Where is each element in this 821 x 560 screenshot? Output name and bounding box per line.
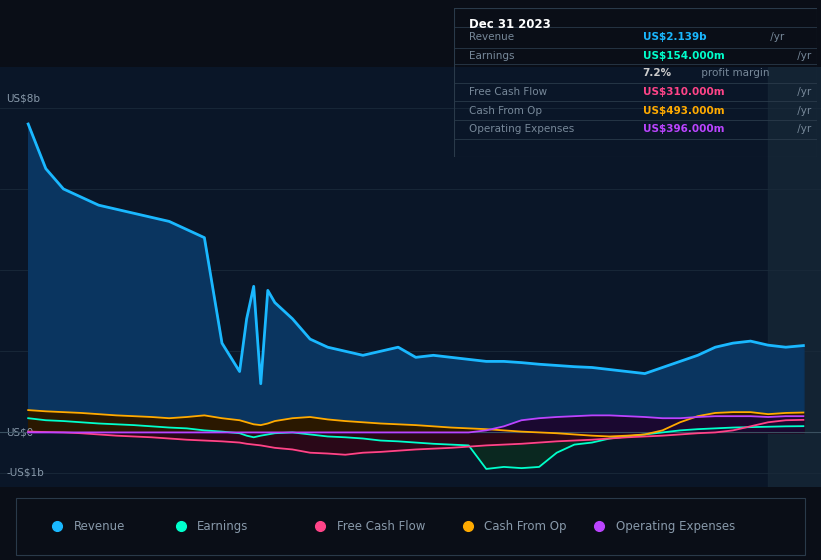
Text: US$154.000m: US$154.000m [643,51,724,61]
Text: US$2.139b: US$2.139b [643,32,706,43]
Text: US$310.000m: US$310.000m [643,87,724,97]
Text: Revenue: Revenue [469,32,514,43]
Text: /yr: /yr [795,106,812,116]
Bar [768,67,821,487]
Text: 2018: 2018 [366,508,395,518]
Text: /yr: /yr [795,87,812,97]
Text: Free Cash Flow: Free Cash Flow [337,520,425,533]
Text: US$493.000m: US$493.000m [643,106,724,116]
Text: /yr: /yr [795,124,812,134]
Text: 2019: 2019 [437,508,466,518]
Bar [16,498,805,554]
Text: 2021: 2021 [578,508,606,518]
Text: US$396.000m: US$396.000m [643,124,724,134]
Text: Cash From Op: Cash From Op [469,106,542,116]
Text: Free Cash Flow: Free Cash Flow [469,87,547,97]
Text: Earnings: Earnings [197,520,249,533]
Text: 2014: 2014 [85,508,112,518]
Text: 2016: 2016 [226,508,254,518]
Text: Cash From Op: Cash From Op [484,520,566,533]
Text: US$8b: US$8b [7,94,40,104]
Text: Earnings: Earnings [469,51,514,61]
Text: 2017: 2017 [296,508,324,518]
Text: /yr: /yr [795,51,812,61]
Text: profit margin: profit margin [698,68,769,78]
Text: 7.2%: 7.2% [643,68,672,78]
Text: 2020: 2020 [507,508,535,518]
Text: 2015: 2015 [155,508,183,518]
Text: 2022: 2022 [649,508,677,518]
Text: /yr: /yr [767,32,784,43]
Text: Operating Expenses: Operating Expenses [616,520,735,533]
Text: US$0: US$0 [7,427,34,437]
Text: -US$1b: -US$1b [7,468,44,478]
Text: Dec 31 2023: Dec 31 2023 [469,18,550,31]
Text: Revenue: Revenue [74,520,126,533]
Text: Operating Expenses: Operating Expenses [469,124,574,134]
Text: 2023: 2023 [718,508,747,518]
